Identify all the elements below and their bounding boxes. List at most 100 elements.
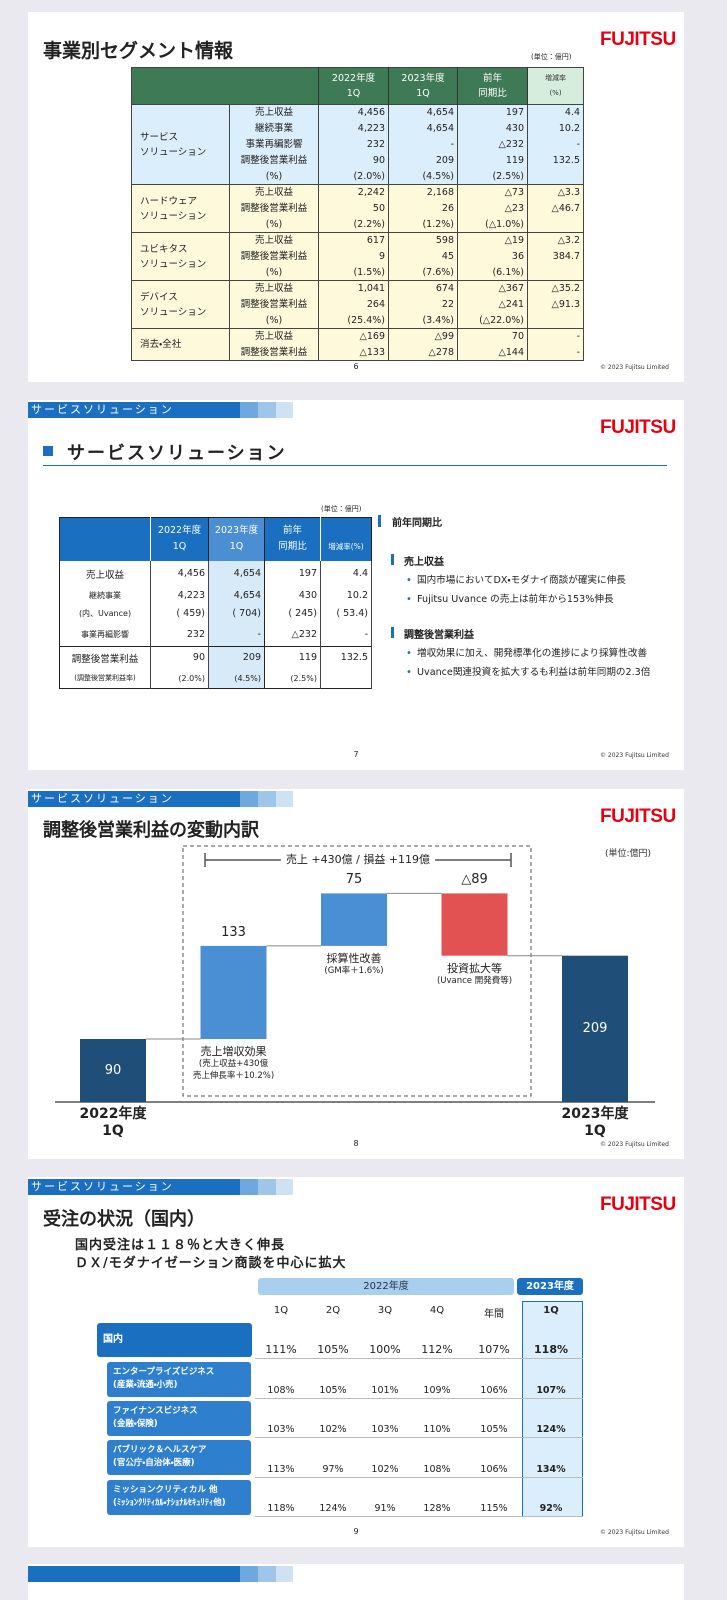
column-header: 年間 — [484, 1309, 504, 1320]
header-block — [240, 791, 258, 807]
table-row: 調整後営業利益 9 45 36 384.7 — [131, 248, 584, 265]
cell-value: 108% — [423, 1464, 451, 1475]
copyright: © 2023 Fujitsu Limited — [600, 1529, 669, 1536]
unit-label: (単位：億円) — [531, 53, 572, 61]
cell-value: 109% — [423, 1385, 451, 1396]
header-cell — [131, 67, 319, 105]
title-marker — [43, 446, 53, 456]
segment-cell: ユビキタス ソリューション — [131, 232, 230, 281]
row-rule — [255, 1358, 583, 1359]
slide: サービスソリューション FUJITSU 8 © 2023 Fujitsu Limite… — [28, 789, 684, 1159]
value-cell: (25.4%) — [318, 312, 389, 329]
header-band: サービスソリューション — [28, 791, 240, 807]
row-rule — [255, 1516, 583, 1517]
slide-title: 調整後営業利益の変動内訳 — [43, 820, 259, 841]
value-cell: (2.0%) — [318, 168, 389, 185]
value-label: △89 — [461, 872, 488, 888]
bracket-label: 売上 +430億 / 損益 +119億 — [280, 853, 436, 867]
table-row: 事業再編影響 232- △232- — [59, 622, 372, 647]
segment-cell: サービス ソリューション — [131, 104, 230, 185]
table-row: (調整後営業利益率) (2.0%) (4.5%) (2.5%) — [59, 668, 372, 689]
header-block — [240, 1179, 258, 1195]
category-note: (Uvance 開発費等) — [436, 975, 513, 986]
category-label: 投資拡大等 — [447, 961, 502, 975]
page-number: 8 — [353, 1139, 359, 1148]
cell-value: 110% — [423, 1424, 451, 1435]
logo: FUJITSU — [600, 29, 676, 50]
header-band: サービスソリューション — [28, 1179, 240, 1195]
logo: FUJITSU — [600, 417, 676, 438]
value-cell: (2.5%) — [264, 668, 321, 689]
header-row: 2022年度 1Q 2023年度 1Q 前年 同期比 増減率 (%) — [131, 67, 584, 105]
header-block — [276, 1566, 293, 1582]
value-cell: 22 — [388, 296, 458, 313]
value-cell: 197 — [457, 104, 528, 121]
item-cell: 継続事業 — [229, 120, 319, 137]
cell-value: 97% — [322, 1464, 344, 1475]
value-cell: 10.2 — [527, 120, 584, 137]
value-cell: (4.5%) — [208, 668, 265, 689]
item-cell: 調整後営業利益 — [229, 248, 319, 265]
bullet-text: Uvance関連投資を拡大するも利益は前年同期の2.3倍 — [417, 667, 651, 678]
value-cell: △46.7 — [527, 200, 584, 217]
value-label: 133 — [221, 924, 246, 940]
value-cell: △144 — [457, 344, 528, 361]
section-heading: 売上収益 — [404, 557, 444, 568]
slide-title: 事業別セグメント情報 — [43, 40, 234, 62]
value-cell: 232 — [318, 136, 389, 153]
bullet: • — [406, 575, 412, 586]
header-block — [240, 402, 258, 418]
slide-title: 受注の状況（国内） — [43, 1209, 205, 1230]
header-cell: 2023年度 1Q — [208, 517, 265, 561]
title-rule — [43, 465, 667, 466]
value-cell: 2,168 — [388, 184, 458, 201]
value-cell: 197 — [264, 560, 321, 587]
page-number: 9 — [353, 1527, 359, 1536]
value-cell: △99 — [388, 328, 458, 345]
cell-value: 118% — [534, 1343, 568, 1356]
header-block — [276, 1179, 293, 1195]
value-cell: (2.0%) — [150, 668, 209, 689]
bar — [200, 945, 267, 1039]
header-cell — [60, 518, 151, 561]
segment-cell: ハードウェア ソリューション — [131, 184, 230, 233]
year-band: 2023年度 — [517, 1278, 583, 1295]
value-cell: (6.1%) — [457, 264, 528, 281]
category-note: (GM率＋1.6%) — [324, 965, 384, 976]
value-cell: ( 459) — [150, 604, 209, 623]
label-cell: 売上収益 — [59, 560, 151, 587]
category-note: (売上収益+430億 売上伸長率＋10.2%) — [192, 1059, 275, 1081]
table-row: 事業再編影響 232- △232- — [131, 136, 584, 153]
category-label: 採算性改善 — [326, 951, 382, 965]
value-cell: (1.2%) — [388, 216, 458, 233]
value-cell: △133 — [318, 344, 389, 361]
category-label: 2022年度 1Q — [79, 1106, 147, 1139]
header-cell: 増減率(%) — [320, 517, 372, 561]
value-cell: △35.2 — [527, 280, 584, 297]
header-block — [258, 1566, 276, 1582]
value-cell: (2.2%) — [318, 216, 389, 233]
table-row: 調整後営業利益 90 209 119 132.5 — [59, 646, 372, 669]
cell-value: 91% — [374, 1503, 396, 1514]
cell-value: 128% — [423, 1503, 451, 1514]
cell-value: 108% — [267, 1385, 295, 1396]
header-band — [28, 1566, 240, 1582]
table-row: 継続事業 4,223 4,654 430 10.2 — [59, 586, 372, 605]
value-cell: 119 — [264, 646, 321, 669]
item-cell: (%) — [229, 216, 319, 233]
value-cell: 430 — [457, 120, 528, 137]
cell-value: 100% — [369, 1343, 401, 1356]
bullet-text: Fujitsu Uvance の売上は前年から153%伸長 — [417, 594, 614, 605]
cell-value: 92% — [539, 1503, 563, 1514]
value-cell: 70 — [457, 328, 528, 345]
slide: サービスソリューション FUJITSU 7 © 2023 Fujitsu Limite… — [28, 400, 684, 770]
table-row: ユビキタス ソリューション 売上収益 617 598 △19 △3.2 — [131, 232, 584, 281]
row-label: パブリック＆ヘルスケア (官公庁・自治体・医療) — [107, 1440, 251, 1475]
value-cell: 598 — [388, 232, 458, 249]
label-cell: (内、Uvance) — [59, 604, 151, 623]
header-block — [258, 402, 276, 418]
cell-value: 103% — [371, 1424, 399, 1435]
copyright: © 2023 Fujitsu Limited — [600, 1141, 669, 1148]
value-cell: (△22.0%) — [457, 312, 528, 329]
